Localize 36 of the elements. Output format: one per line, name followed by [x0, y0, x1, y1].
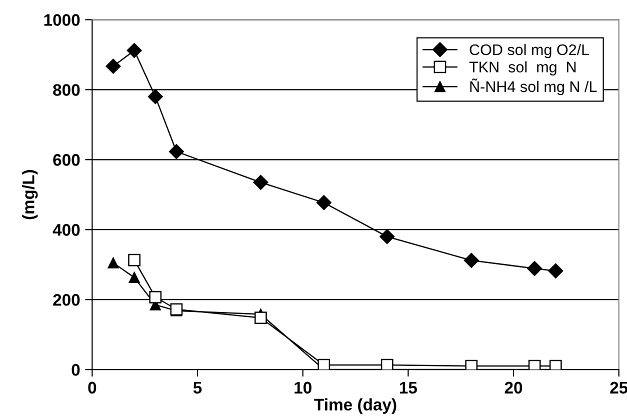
point — [318, 358, 330, 370]
legend-label: COD sol mg O2/L — [470, 44, 590, 58]
point — [253, 174, 268, 190]
x-tick-label: 20 — [504, 382, 522, 394]
point — [316, 195, 332, 210]
point — [380, 358, 394, 370]
legend-label: TKN sol mg N — [469, 61, 576, 76]
point — [106, 58, 121, 74]
point — [380, 229, 395, 244]
point — [149, 290, 162, 304]
point — [168, 144, 184, 160]
point — [128, 254, 140, 266]
y-tick-label: 800 — [53, 84, 80, 96]
point — [128, 272, 140, 284]
x-axis-title: Time (day) — [314, 398, 396, 414]
point — [548, 263, 564, 278]
y-axis-title: (mg/L) — [22, 170, 38, 220]
point — [465, 360, 478, 370]
point — [549, 360, 562, 370]
x-tick-label: 10 — [294, 382, 312, 394]
point — [528, 360, 541, 370]
point — [527, 260, 542, 276]
point — [126, 42, 142, 58]
y-tick-label: 600 — [53, 154, 80, 166]
y-tick-label: 400 — [52, 224, 80, 236]
x-tick-label: 0 — [88, 382, 96, 394]
x-tick-label: 5 — [193, 382, 202, 394]
point — [254, 312, 267, 324]
y-tick-label: 200 — [53, 294, 80, 306]
point — [464, 252, 479, 268]
y-tick-label: 0 — [72, 364, 80, 376]
x-tick-label: 15 — [400, 382, 417, 394]
point — [108, 257, 119, 268]
point — [148, 89, 163, 104]
legend-label: Ñ-NH4 sol mg N /L — [470, 78, 597, 96]
y-tick-label: 1000 — [44, 14, 80, 26]
